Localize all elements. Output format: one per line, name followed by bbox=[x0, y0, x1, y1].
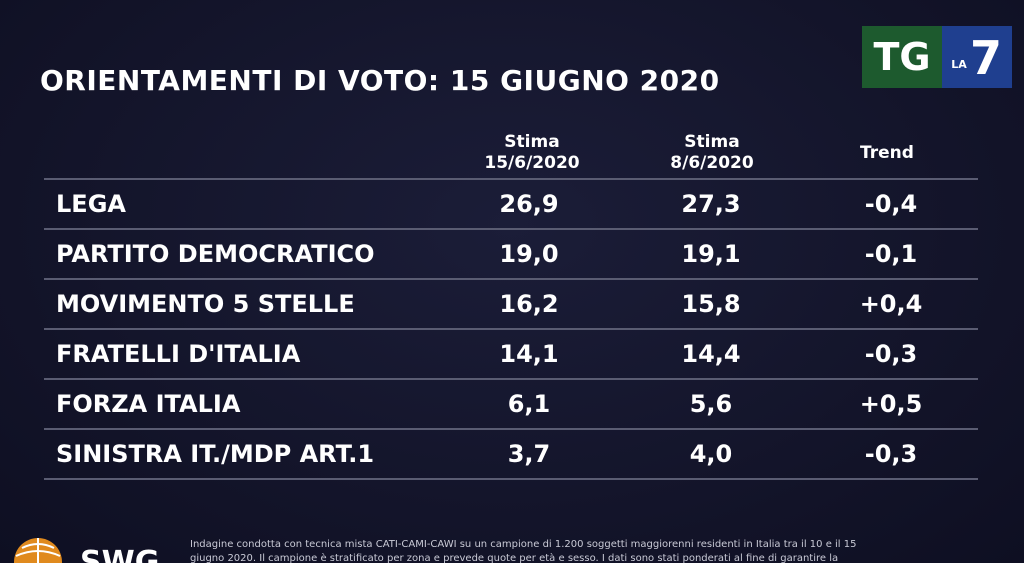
trend-value: -0,1 bbox=[864, 240, 918, 268]
stima-current: 6,1 bbox=[507, 390, 551, 418]
trend-value: -0,4 bbox=[864, 190, 918, 218]
trend-value: -0,3 bbox=[864, 440, 918, 468]
stima-previous: 4,0 bbox=[689, 440, 733, 468]
logo-la-text: LA bbox=[951, 58, 967, 71]
party-name: FORZA ITALIA bbox=[56, 390, 241, 418]
column-header-line1: Trend bbox=[860, 143, 914, 163]
stima-current: 3,7 bbox=[507, 440, 551, 468]
party-name: FRATELLI D'ITALIA bbox=[56, 340, 301, 368]
tg-la7-logo: TG LA 7 bbox=[862, 26, 1012, 88]
table-row-pd: PARTITO DEMOCRATICO 19,0 19,1 -0,1 bbox=[44, 228, 978, 278]
page-title: ORIENTAMENTI DI VOTO: 15 GIUGNO 2020 bbox=[40, 64, 720, 97]
stima-previous: 19,1 bbox=[681, 240, 741, 268]
stima-current: 14,1 bbox=[499, 340, 559, 368]
stima-previous: 15,8 bbox=[681, 290, 741, 318]
party-name: MOVIMENTO 5 STELLE bbox=[56, 290, 355, 318]
column-header-trend: Trend bbox=[822, 143, 952, 164]
column-header-stima-15-6: Stima 15/6/2020 bbox=[462, 132, 602, 174]
party-name: LEGA bbox=[56, 190, 126, 218]
stima-previous: 5,6 bbox=[689, 390, 733, 418]
table-row-m5s: MOVIMENTO 5 STELLE 16,2 15,8 +0,4 bbox=[44, 278, 978, 328]
logo-tg-text: TG bbox=[873, 35, 930, 79]
column-header-line2: 15/6/2020 bbox=[484, 153, 580, 173]
table-row-si: SINISTRA IT./MDP ART.1 3,7 4,0 -0,3 bbox=[44, 428, 978, 480]
swg-logo: SWG bbox=[14, 538, 159, 563]
trend-value: +0,5 bbox=[859, 390, 923, 418]
column-header-line1: Stima bbox=[684, 132, 740, 152]
table-row-fdi: FRATELLI D'ITALIA 14,1 14,4 -0,3 bbox=[44, 328, 978, 378]
stima-previous: 14,4 bbox=[681, 340, 741, 368]
methodology-line1: Indagine condotta con tecnica mista CATI… bbox=[190, 539, 857, 550]
party-name: PARTITO DEMOCRATICO bbox=[56, 240, 375, 268]
stima-current: 26,9 bbox=[499, 190, 559, 218]
methodology-note: Indagine condotta con tecnica mista CATI… bbox=[190, 538, 990, 563]
table-row-lega: LEGA 26,9 27,3 -0,4 bbox=[44, 178, 978, 228]
column-header-stima-8-6: Stima 8/6/2020 bbox=[642, 132, 782, 174]
stima-current: 16,2 bbox=[499, 290, 559, 318]
stima-current: 19,0 bbox=[499, 240, 559, 268]
table-row-fi: FORZA ITALIA 6,1 5,6 +0,5 bbox=[44, 378, 978, 428]
logo-7-text: 7 bbox=[970, 31, 1002, 85]
methodology-line2: giugno 2020. Il campione è stratificato … bbox=[190, 553, 839, 563]
stima-previous: 27,3 bbox=[681, 190, 741, 218]
poll-table: LEGA 26,9 27,3 -0,4 PARTITO DEMOCRATICO … bbox=[44, 178, 978, 480]
swg-brand-text: SWG bbox=[80, 545, 159, 563]
trend-value: +0,4 bbox=[859, 290, 923, 318]
trend-value: -0,3 bbox=[864, 340, 918, 368]
party-name: SINISTRA IT./MDP ART.1 bbox=[56, 440, 375, 468]
column-header-line1: Stima bbox=[504, 132, 560, 152]
column-header-line2: 8/6/2020 bbox=[670, 153, 754, 173]
